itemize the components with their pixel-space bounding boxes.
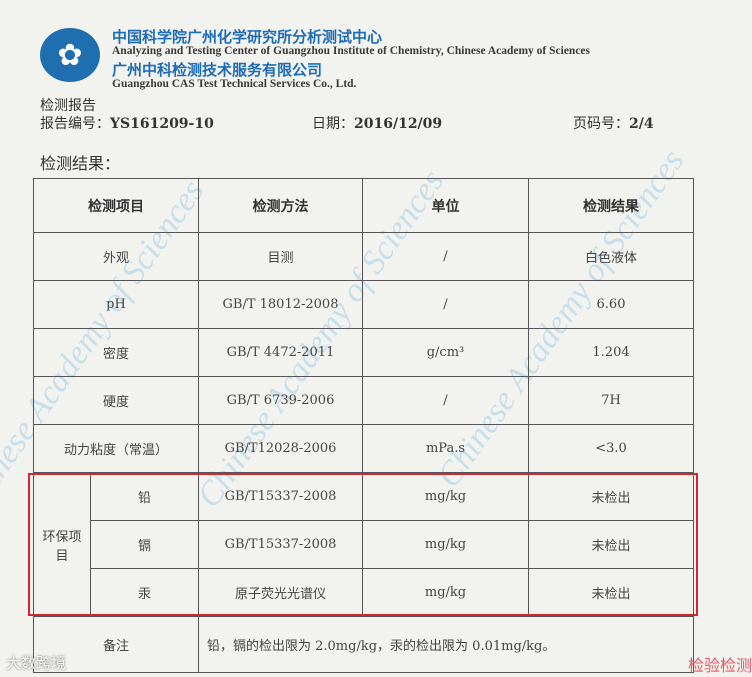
cell-result: 7H: [528, 376, 694, 425]
cell-method: GB/T15337-2008: [198, 472, 363, 521]
cell-unit: g/cm³: [362, 328, 529, 377]
cell-method: GB/T 4472-2011: [198, 328, 363, 377]
cell-method: GB/T 6739-2006: [198, 376, 363, 425]
cell-result: 未检出: [528, 472, 694, 521]
cell-method: 原子荧光光谱仪: [198, 568, 363, 617]
cell-result: 未检出: [528, 568, 694, 617]
cell-method: GB/T12028-2006: [198, 424, 363, 473]
cell-unit: /: [362, 232, 529, 281]
report-page: 页码号：2/4: [573, 116, 654, 132]
note-label: 备注: [33, 616, 199, 673]
table-row: 密度 GB/T 4472-2011 g/cm³ 1.204: [33, 328, 694, 377]
table-row: 硬度 GB/T 6739-2006/7H: [33, 376, 694, 425]
cell-unit: mg/kg: [362, 520, 529, 569]
table-row: pH GB/T 18012-2008/6.60: [33, 280, 694, 329]
note-text: 铅，镉的检出限为 2.0mg/kg，汞的检出限为 0.01mg/kg。: [198, 616, 694, 673]
report-date: 日期：2016/12/09: [312, 116, 443, 132]
cell-item: pH: [33, 280, 199, 329]
cell-unit: /: [362, 280, 529, 329]
results-table: 检测项目 检测方法 单位 检测结果 外观 目测 / 白色液体 pH GB/T 18012…: [33, 178, 694, 673]
cell-item: 铅: [90, 472, 199, 521]
cell-item: 硬度: [33, 376, 199, 425]
cell-item: 密度: [33, 328, 199, 377]
center-name-cn: 中国科学院广州化学研究所分析测试中心: [112, 28, 383, 46]
header-result: 检测结果: [528, 178, 694, 233]
header-unit: 单位: [362, 178, 529, 233]
company-name-en: Guangzhou CAS Test Technical Services Co…: [112, 78, 357, 90]
cell-result: 白色液体: [528, 232, 694, 281]
cell-method: GB/T 18012-2008: [198, 280, 363, 329]
table-row-env: 镉 GB/T15337-2008 mg/kg 未检出: [34, 520, 694, 569]
cell-unit: mg/kg: [362, 568, 529, 617]
cas-logo-icon: ✿: [40, 28, 100, 82]
cell-result: 1.204: [528, 328, 694, 377]
company-name-cn: 广州中科检测技术服务有限公司: [112, 61, 323, 79]
env-group-label: 环保项目: [33, 472, 91, 617]
brand-watermark: 大数跨境: [6, 654, 67, 672]
cell-method: 目测: [198, 232, 363, 281]
table-row-env: 环保项目铅 GB/T15337-2008 mg/kg 未检出: [33, 472, 694, 617]
stamp: 检验检测: [687, 656, 752, 675]
cell-unit: mPa.s: [362, 424, 529, 473]
cell-result: 6.60: [528, 280, 694, 329]
table-row: 动力粘度（常温） GB/T12028-2006 mPa.s <3.0: [33, 424, 694, 473]
report-number: 报告编号：YS161209-10: [40, 116, 214, 132]
table-row-env: 汞原子荧光光谱仪 mg/kg 未检出: [34, 568, 694, 617]
cell-unit: mg/kg: [362, 472, 529, 521]
table-header-row: 检测项目 检测方法 单位 检测结果: [33, 178, 694, 233]
center-name-en: Analyzing and Testing Center of Guangzho…: [112, 45, 591, 57]
table-row: 外观 目测 / 白色液体: [33, 232, 694, 281]
note-row: 备注 铅，镉的检出限为 2.0mg/kg，汞的检出限为 0.01mg/kg。: [33, 616, 694, 673]
cell-method: GB/T15337-2008: [198, 520, 363, 569]
cell-item: 镉: [90, 520, 199, 569]
cell-item: 外观: [33, 232, 199, 281]
cell-item: 汞: [90, 568, 199, 617]
cell-unit: /: [362, 376, 529, 425]
header-method: 检测方法: [198, 178, 363, 233]
cell-item: 动力粘度（常温）: [33, 424, 199, 473]
report-title: 检测报告: [40, 98, 96, 114]
results-heading: 检测结果：: [40, 154, 121, 173]
header-item: 检测项目: [33, 178, 199, 233]
cell-result: 未检出: [528, 520, 694, 569]
cell-result: <3.0: [528, 424, 694, 473]
